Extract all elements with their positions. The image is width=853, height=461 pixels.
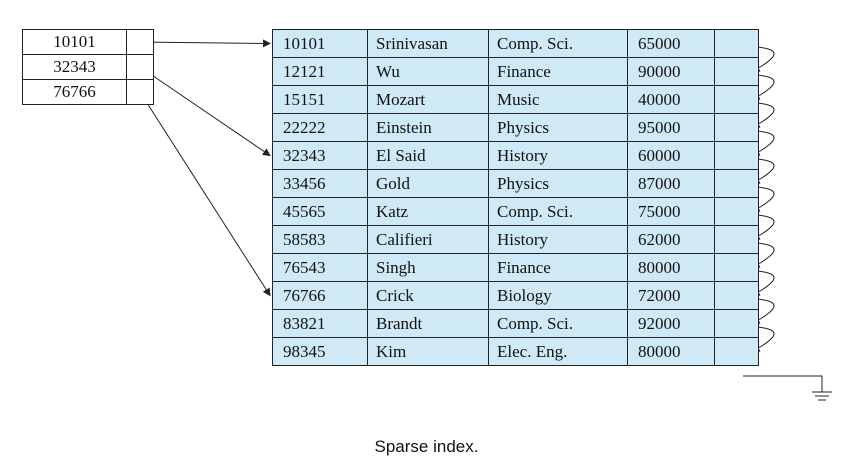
record-row: 58583 Califieri History 62000 xyxy=(272,225,759,254)
record-pointer-cell xyxy=(714,169,759,198)
record-name: Einstein xyxy=(367,113,489,142)
record-id: 76766 xyxy=(272,281,368,310)
record-salary: 95000 xyxy=(627,113,715,142)
instructor-records-table: 10101 Srinivasan Comp. Sci. 65000 12121 Wu Fin… xyxy=(272,29,759,366)
record-row: 76766 Crick Biology 72000 xyxy=(272,281,759,310)
index-pointer-cell xyxy=(126,79,154,105)
index-entry: 76766 xyxy=(22,79,154,105)
record-name: Katz xyxy=(367,197,489,226)
record-salary: 92000 xyxy=(627,309,715,338)
index-pointer-cell xyxy=(126,54,154,80)
record-id: 83821 xyxy=(272,309,368,338)
record-salary: 80000 xyxy=(627,253,715,282)
record-salary: 87000 xyxy=(627,169,715,198)
record-salary: 65000 xyxy=(627,29,715,58)
index-key: 10101 xyxy=(22,29,127,55)
record-name: Kim xyxy=(367,337,489,366)
index-arrow xyxy=(139,91,271,297)
record-name: Gold xyxy=(367,169,489,198)
record-name: Mozart xyxy=(367,85,489,114)
record-pointer-cell xyxy=(714,337,759,366)
record-name: Srinivasan xyxy=(367,29,489,58)
index-entry: 32343 xyxy=(22,54,154,80)
record-salary: 75000 xyxy=(627,197,715,226)
record-pointer-cell xyxy=(714,309,759,338)
record-name: Brandt xyxy=(367,309,489,338)
record-dept: Elec. Eng. xyxy=(488,337,628,366)
record-id: 76543 xyxy=(272,253,368,282)
record-salary: 40000 xyxy=(627,85,715,114)
record-row: 33456 Gold Physics 87000 xyxy=(272,169,759,198)
record-dept: History xyxy=(488,225,628,254)
record-name: Wu xyxy=(367,57,489,86)
record-salary: 60000 xyxy=(627,141,715,170)
record-pointer-cell xyxy=(714,253,759,282)
record-id: 33456 xyxy=(272,169,368,198)
record-name: Singh xyxy=(367,253,489,282)
record-dept: History xyxy=(488,141,628,170)
record-id: 10101 xyxy=(272,29,368,58)
figure-caption: Sparse index. xyxy=(374,437,479,456)
record-salary: 62000 xyxy=(627,225,715,254)
index-pointer-cell xyxy=(126,29,154,55)
record-row: 76543 Singh Finance 80000 xyxy=(272,253,759,282)
record-dept: Music xyxy=(488,85,628,114)
index-arrow xyxy=(139,66,271,157)
sparse-index-table: 10101 32343 76766 xyxy=(22,29,154,105)
record-pointer-cell xyxy=(714,85,759,114)
record-salary: 80000 xyxy=(627,337,715,366)
record-name: El Said xyxy=(367,141,489,170)
record-dept: Comp. Sci. xyxy=(488,309,628,338)
record-id: 22222 xyxy=(272,113,368,142)
record-id: 58583 xyxy=(272,225,368,254)
record-row: 10101 Srinivasan Comp. Sci. 65000 xyxy=(272,29,759,58)
record-row: 15151 Mozart Music 40000 xyxy=(272,85,759,114)
index-entry: 10101 xyxy=(22,29,154,55)
record-dept: Finance xyxy=(488,253,628,282)
record-pointer-cell xyxy=(714,57,759,86)
record-dept: Comp. Sci. xyxy=(488,197,628,226)
record-pointer-cell xyxy=(714,225,759,254)
record-id: 45565 xyxy=(272,197,368,226)
record-salary: 90000 xyxy=(627,57,715,86)
record-dept: Biology xyxy=(488,281,628,310)
record-id: 32343 xyxy=(272,141,368,170)
record-salary: 72000 xyxy=(627,281,715,310)
record-dept: Physics xyxy=(488,169,628,198)
index-key: 32343 xyxy=(22,54,127,80)
index-arrow xyxy=(136,39,271,48)
record-dept: Comp. Sci. xyxy=(488,29,628,58)
record-name: Califieri xyxy=(367,225,489,254)
record-pointer-cell xyxy=(714,113,759,142)
index-key: 76766 xyxy=(22,79,127,105)
record-pointer-cell xyxy=(714,281,759,310)
record-id: 15151 xyxy=(272,85,368,114)
null-pointer-ground-icon xyxy=(743,375,832,401)
record-row: 32343 El Said History 60000 xyxy=(272,141,759,170)
record-row: 98345 Kim Elec. Eng. 80000 xyxy=(272,337,759,366)
record-row: 12121 Wu Finance 90000 xyxy=(272,57,759,86)
record-pointer-cell xyxy=(714,197,759,226)
record-dept: Physics xyxy=(488,113,628,142)
record-dept: Finance xyxy=(488,57,628,86)
record-id: 98345 xyxy=(272,337,368,366)
record-name: Crick xyxy=(367,281,489,310)
record-row: 22222 Einstein Physics 95000 xyxy=(272,113,759,142)
record-pointer-cell xyxy=(714,141,759,170)
record-row: 83821 Brandt Comp. Sci. 92000 xyxy=(272,309,759,338)
index-pointer-arrows xyxy=(134,39,271,297)
record-row: 45565 Katz Comp. Sci. 75000 xyxy=(272,197,759,226)
record-pointer-cell xyxy=(714,29,759,58)
record-id: 12121 xyxy=(272,57,368,86)
